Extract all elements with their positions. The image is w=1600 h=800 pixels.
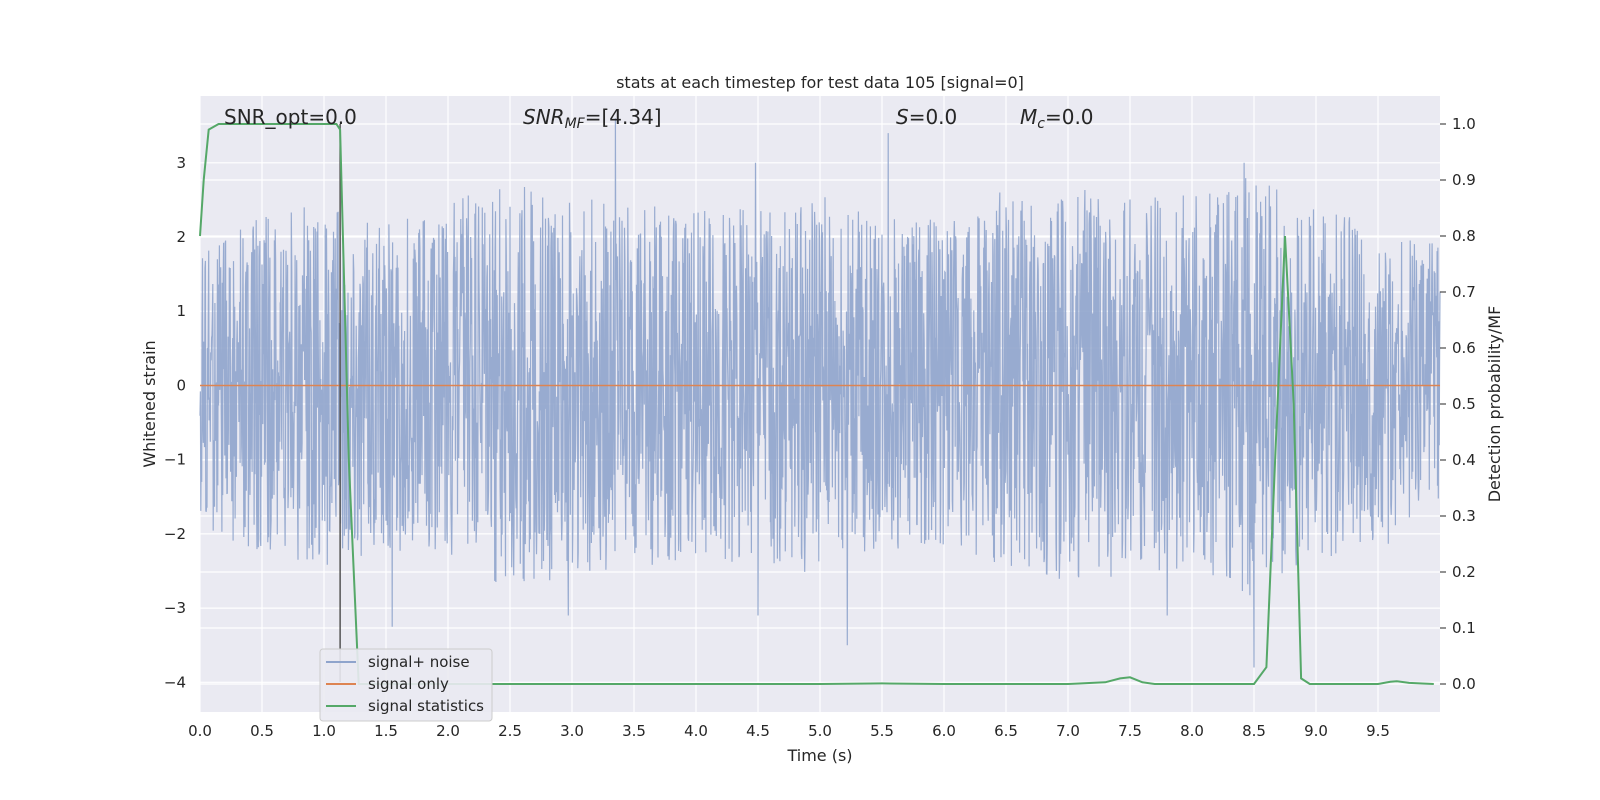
annotation-mc: Mc=0.0 bbox=[1020, 105, 1094, 132]
y2-tick-label: 0.6 bbox=[1452, 339, 1476, 357]
y2-tick-label: 0.5 bbox=[1452, 395, 1476, 413]
x-tick-label: 7.5 bbox=[1118, 722, 1142, 740]
y2-tick-label: 0.2 bbox=[1452, 563, 1476, 581]
legend: signal+ noise signal only signal statist… bbox=[319, 648, 493, 722]
y-tick-label: 1 bbox=[176, 302, 186, 320]
signal-only-series bbox=[200, 124, 1440, 682]
annotation-snr-mf-value: =[4.34] bbox=[585, 105, 662, 129]
annotation-snr-mf-main: SNR bbox=[523, 105, 565, 129]
y2-axis-label: Detection probability/MF bbox=[1485, 306, 1504, 503]
x-tick-label: 2.0 bbox=[436, 722, 460, 740]
x-tick-label: 0.5 bbox=[250, 722, 274, 740]
x-tick-label: 7.0 bbox=[1056, 722, 1080, 740]
annotation-mc-main: M bbox=[1020, 105, 1037, 129]
y-tick-label: −1 bbox=[164, 451, 186, 469]
x-tick-label: 3.5 bbox=[622, 722, 646, 740]
x-tick-label: 0.0 bbox=[188, 722, 212, 740]
annotation-mc-value: =0.0 bbox=[1045, 105, 1094, 129]
x-tick-label: 5.0 bbox=[808, 722, 832, 740]
series-signal-statistics-line bbox=[199, 123, 1434, 685]
legend-label-signal-statistics: signal statistics bbox=[368, 697, 484, 715]
x-axis-label: Time (s) bbox=[786, 746, 852, 765]
signal-statistics-series bbox=[199, 123, 1434, 685]
x-tick-label: 1.0 bbox=[312, 722, 336, 740]
y2-tick-label: 1.0 bbox=[1452, 115, 1476, 133]
x-tick-label: 6.5 bbox=[994, 722, 1018, 740]
y2-tick-label: 0.9 bbox=[1452, 171, 1476, 189]
annotation-s-value: =0.0 bbox=[909, 105, 958, 129]
x-tick-label: 5.5 bbox=[870, 722, 894, 740]
chart-title: stats at each timestep for test data 105… bbox=[616, 73, 1024, 92]
legend-label-signal-only: signal only bbox=[368, 675, 449, 693]
y2-tick-label: 0.4 bbox=[1452, 451, 1476, 469]
x-tick-label: 8.5 bbox=[1242, 722, 1266, 740]
x-tick-label: 8.0 bbox=[1180, 722, 1204, 740]
annotation-s-main: S bbox=[896, 105, 909, 129]
y2-tick-label: 0.7 bbox=[1452, 283, 1476, 301]
y2-tick-label: 0.8 bbox=[1452, 227, 1476, 245]
x-tick-label: 1.5 bbox=[374, 722, 398, 740]
legend-box bbox=[319, 648, 493, 722]
x-tick-label: 6.0 bbox=[932, 722, 956, 740]
annotation-snr-mf: SNRMF=[4.34] bbox=[523, 105, 662, 132]
annotation-s: S=0.0 bbox=[896, 105, 957, 129]
y-tick-label: −4 bbox=[164, 673, 186, 691]
y-tick-label: 0 bbox=[176, 376, 186, 394]
x-tick-label: 2.5 bbox=[498, 722, 522, 740]
annotation-mc-sub: c bbox=[1037, 116, 1045, 132]
y2-axis-ticks: 1.0 0.9 0.8 0.7 0.6 0.5 0.4 0.3 0.2 0.1 0.0 bbox=[1440, 115, 1476, 693]
x-tick-label: 9.5 bbox=[1366, 722, 1390, 740]
x-tick-label: 3.0 bbox=[560, 722, 584, 740]
y-tick-label: −3 bbox=[164, 599, 186, 617]
y-tick-label: 2 bbox=[176, 228, 186, 246]
y2-tick-label: 0.1 bbox=[1452, 619, 1476, 637]
series-signal-noise-line bbox=[199, 118, 1441, 668]
y-axis-ticks: 3 2 1 0 −1 −2 −3 −4 bbox=[164, 154, 186, 692]
y-axis-label: Whitened strain bbox=[140, 340, 159, 467]
annotation-snr-opt: SNR_opt=0.0 bbox=[224, 105, 357, 129]
legend-label-signal-noise: signal+ noise bbox=[368, 653, 470, 671]
x-tick-label: 9.0 bbox=[1304, 722, 1328, 740]
y-tick-label: 3 bbox=[176, 154, 186, 172]
x-axis-ticks: 0.0 0.5 1.0 1.5 2.0 2.5 3.0 3.5 4.0 4.5 5.0 5.5 6.0 6… bbox=[188, 722, 1390, 740]
x-tick-label: 4.5 bbox=[746, 722, 770, 740]
y2-tick-label: 0.0 bbox=[1452, 675, 1476, 693]
y-tick-label: −2 bbox=[164, 525, 186, 543]
signal-noise-series bbox=[199, 118, 1441, 668]
y2-tick-label: 0.3 bbox=[1452, 507, 1476, 525]
x-tick-label: 4.0 bbox=[684, 722, 708, 740]
annotation-snr-mf-sub: MF bbox=[565, 116, 586, 132]
